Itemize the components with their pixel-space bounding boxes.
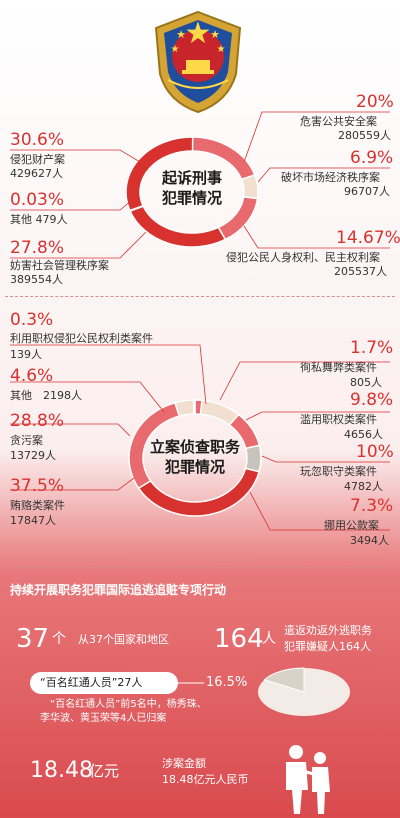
stat-countries-unit: 个 (52, 631, 66, 647)
section2-pct-other: 4.6% (10, 366, 54, 386)
investigation-donut-chart (128, 399, 262, 517)
section1-value-property: 429627人 (10, 167, 63, 180)
section1-pct-personal-rights: 14.67% (336, 228, 400, 248)
svg-text:★: ★ (210, 28, 220, 41)
section1-label-property: 侵犯财产案 (10, 153, 65, 166)
red-notice-pie-chart (258, 667, 350, 716)
red-notice-note-line1: “百名红通人员”前5名中，杨秀珠、 (50, 699, 207, 710)
section3-title: 持续开展职务犯罪国际追逃追赃专项行动 (10, 583, 227, 597)
section1-value-public-safety: 280559人 (338, 129, 391, 142)
badge-connector (178, 682, 204, 684)
svg-text:★: ★ (171, 44, 180, 55)
section2-value-rights-abuse: 139人 (10, 348, 42, 361)
stat-countries-text: 从37个国家和地区 (78, 633, 169, 646)
section2-value-favoritism: 805人 (350, 376, 382, 389)
section2-label-dereliction: 玩忽职守类案件 (300, 465, 377, 478)
section2-center-line2: 犯罪情况 (164, 458, 225, 476)
money-number: 18.48 (30, 758, 93, 783)
escort-figures-icon (286, 745, 330, 814)
red-notice-badge: “百名红通人员”27人 (30, 672, 178, 694)
procuratorate-emblem-icon: ★ ★ ★ ★ ★ (154, 10, 242, 114)
section1-label-personal-rights: 侵犯公民人身权利、民主权利案 (226, 251, 380, 264)
section-divider (5, 296, 395, 297)
money-value: 18.48亿元人民币 (162, 773, 249, 786)
section2-pct-favoritism: 1.7% (350, 338, 394, 358)
section1-value-market-economy: 96707人 (344, 185, 390, 198)
section2-pct-rights-abuse: 0.3% (10, 310, 54, 330)
section2-label-bribery: 贿赂类案件 (10, 499, 65, 512)
red-notice-note-line2: 李华波、黄玉荣等4人已归案 (40, 713, 167, 724)
section2-pct-bribery: 37.5% (10, 476, 65, 496)
stat-suspects-unit: 人 (262, 631, 276, 647)
section2-label-abuse-of-power: 滥用职权类案件 (300, 413, 377, 426)
money-unit: 亿元 (89, 762, 120, 780)
pie-slice-returned (263, 667, 305, 693)
section1-leader-lines (10, 111, 390, 259)
svg-text:★: ★ (176, 28, 186, 41)
section1-pct-market-economy: 6.9% (350, 148, 394, 168)
section1-value-social-order: 389554人 (10, 273, 63, 286)
money-label: 涉案金额 (162, 757, 206, 770)
section2-label-favoritism: 徇私舞弊类案件 (300, 361, 377, 374)
red-notice-pct: 16.5% (206, 675, 248, 690)
section2-value-bribery: 17847人 (10, 514, 56, 527)
donut-slice-6 (125, 136, 194, 212)
section2-label-embezzlement: 贪污案 (10, 434, 43, 447)
section2-value-dereliction: 4782人 (344, 480, 383, 493)
section1-value-personal-rights: 205537人 (334, 265, 387, 278)
section2-value-abuse-of-power: 4656人 (344, 428, 383, 441)
svg-text:★: ★ (185, 16, 212, 51)
section1-label-market-economy: 破坏市场经济秩序案 (281, 171, 380, 184)
section1-label-other: 其他 479人 (10, 213, 68, 226)
stat-suspects-number: 164 (214, 624, 264, 654)
section1-pct-public-safety: 20% (356, 92, 394, 112)
section1-label-social-order: 妨害社会管理秩序案 (10, 259, 109, 272)
section2-label-rights-abuse: 利用职权侵犯公民权利类案件 (10, 332, 153, 345)
section1-center-line1: 起诉刑事 (161, 169, 222, 187)
section-divider (5, 567, 395, 568)
stat-countries-number: 37 (16, 624, 50, 654)
section1-center-line2: 犯罪情况 (161, 189, 222, 207)
section2-label-misappropriation: 挪用公款案 (324, 519, 379, 532)
section2-pct-dereliction: 10% (356, 442, 394, 462)
prosecution-donut-chart (125, 136, 259, 248)
stat-suspects-line2: 犯罪嫌疑人164人 (284, 640, 371, 653)
section2-pct-embezzlement: 28.8% (10, 411, 65, 431)
section2-leader-lines (10, 344, 390, 531)
section2-value-misappropriation: 3494人 (350, 534, 389, 547)
stat-suspects-line1: 遣返劝返外逃职务 (284, 624, 372, 637)
section2-value-embezzlement: 13729人 (10, 449, 56, 462)
svg-text:★: ★ (217, 44, 226, 55)
section2-pct-misappropriation: 7.3% (350, 496, 394, 516)
section2-center-line1: 立案侦查职务 (149, 438, 240, 456)
section1-pct-other: 0.03% (10, 190, 65, 210)
section1-label-public-safety: 危害公共安全案 (300, 115, 377, 128)
section1-pct-social-order: 27.8% (10, 238, 65, 258)
donut-slice-8 (192, 399, 196, 415)
section1-pct-property: 30.6% (10, 130, 65, 150)
red-notice-badge-text: “百名红通人员”27人 (40, 676, 143, 689)
section2-pct-abuse-of-power: 9.8% (350, 390, 394, 410)
section2-label-other: 其他 2198人 (10, 389, 82, 402)
